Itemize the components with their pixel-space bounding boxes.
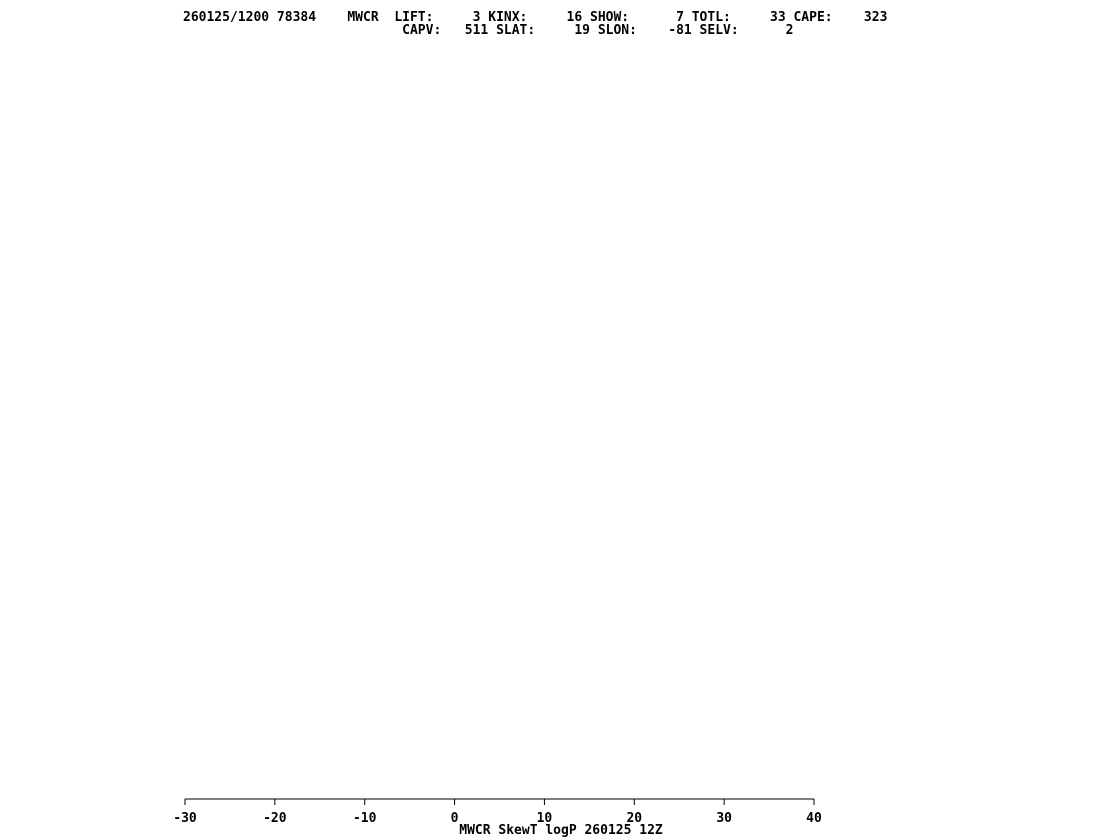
temperature-tick-label: -30 <box>173 811 197 826</box>
header-line-2: CAPV: 511 SLAT: 19 SLON: -81 SELV: 2 <box>183 23 794 38</box>
temperature-tick-label: -20 <box>263 811 287 826</box>
isobar-lines <box>185 798 814 800</box>
temperature-tick-label: 10 <box>537 811 553 826</box>
temperature-tick-label: 40 <box>806 811 822 826</box>
header-line-1: 260125/1200 78384 MWCR LIFT: 3 KINX: 16 … <box>183 10 888 25</box>
temperature-tick-label: 30 <box>716 811 732 826</box>
temperature-tick-label: -10 <box>353 811 377 826</box>
temperature-tick-label: 20 <box>626 811 642 826</box>
temperature-labels: -30 -20 -10 0 10 20 30 40 <box>173 799 822 826</box>
temperature-tick-label: 0 <box>451 811 459 826</box>
chart-title: MWCR SkewT logP 260125 12Z <box>459 823 663 838</box>
header: 260125/1200 78384 MWCR LIFT: 3 KINX: 16 … <box>0 0 1120 45</box>
